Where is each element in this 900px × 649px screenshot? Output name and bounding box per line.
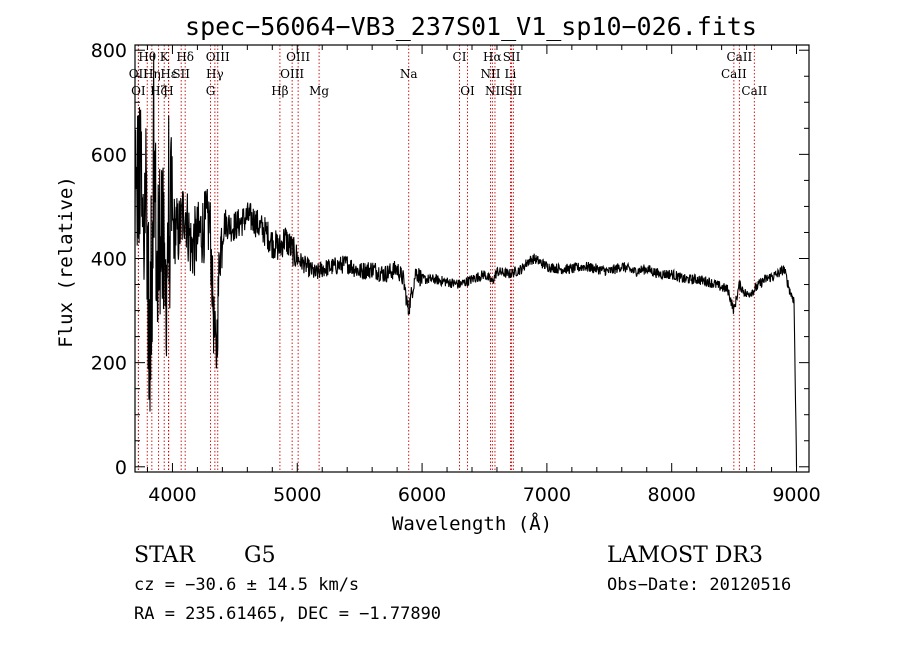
spectral-line-label: SII: [172, 67, 190, 81]
spectral-line-label: Na: [400, 67, 418, 81]
spectral-line-label: CI: [453, 50, 467, 64]
spectral-line-label: Mg: [309, 84, 329, 98]
spectral-line-label: Hε: [160, 67, 177, 81]
spectral-line-label: Hα: [483, 50, 502, 64]
survey-text: LAMOST DR3: [607, 543, 763, 568]
object-class-text: STAR: [134, 543, 196, 568]
spectral-line-label: G: [206, 84, 216, 98]
spectral-line-label: OIII: [206, 50, 230, 64]
axis-ticks: 4000 5000 6000 7000 8000 9000 0 200 400 600 800: [91, 40, 821, 506]
spectral-line-label: Hβ: [271, 84, 288, 98]
spectral-line-label: Li: [505, 67, 517, 81]
subclass-text: G5: [244, 543, 276, 568]
spectral-line-label: OI: [131, 84, 146, 98]
spectral-line-label: OIII: [280, 67, 304, 81]
x-tick-label: 7000: [523, 484, 571, 506]
spectral-line-label: Hδ: [176, 50, 194, 64]
spectral-line-markers: [137, 45, 755, 472]
y-tick-label: 400: [91, 249, 127, 271]
x-tick-label: 8000: [648, 484, 696, 506]
spectral-line-label: OII: [129, 67, 149, 81]
spectral-line-label: SII: [504, 84, 522, 98]
spectral-line-label: Hη: [143, 67, 161, 81]
y-axis-label: Flux (relative): [55, 176, 77, 348]
spectral-line-label: NII: [480, 67, 500, 81]
spectral-line-label: NII: [485, 84, 505, 98]
y-tick-label: 600: [91, 144, 127, 166]
x-tick-label: 6000: [398, 484, 446, 506]
chart-title: spec−56064−VB3_237S01_V1_sp10−026.fits: [185, 12, 757, 41]
plot-frame: [134, 44, 810, 473]
redshift-text: cz = −30.6 ± 14.5 km/s: [134, 575, 359, 595]
y-tick-label: 200: [91, 353, 127, 375]
spectral-line-label: Hζ: [150, 84, 167, 98]
spectral-line-label: CaII: [721, 67, 747, 81]
x-tick-label: 9000: [772, 484, 820, 506]
obs-date-text: Obs−Date: 20120516: [607, 575, 791, 595]
spectral-line-label: H: [163, 84, 173, 98]
x-axis-label: Wavelength (Å): [392, 512, 552, 535]
spectral-line-label: Hγ: [206, 67, 224, 81]
y-tick-label: 800: [91, 40, 127, 62]
flux-spectrum-line: [134, 53, 798, 467]
spectral-line-label: CaII: [741, 84, 767, 98]
x-tick-label: 5000: [273, 484, 321, 506]
spectral-line-label: SII: [503, 50, 521, 64]
spectral-line-label: K: [160, 50, 170, 64]
spectral-line-label: CaII: [726, 50, 752, 64]
spectral-line-label: Hθ: [138, 50, 156, 64]
spectral-line-label: OIII: [286, 50, 310, 64]
coordinates-text: RA = 235.61465, DEC = −1.77890: [134, 604, 441, 624]
y-tick-label: 0: [115, 457, 127, 479]
spectral-line-label: OI: [460, 84, 475, 98]
x-tick-label: 4000: [148, 484, 196, 506]
